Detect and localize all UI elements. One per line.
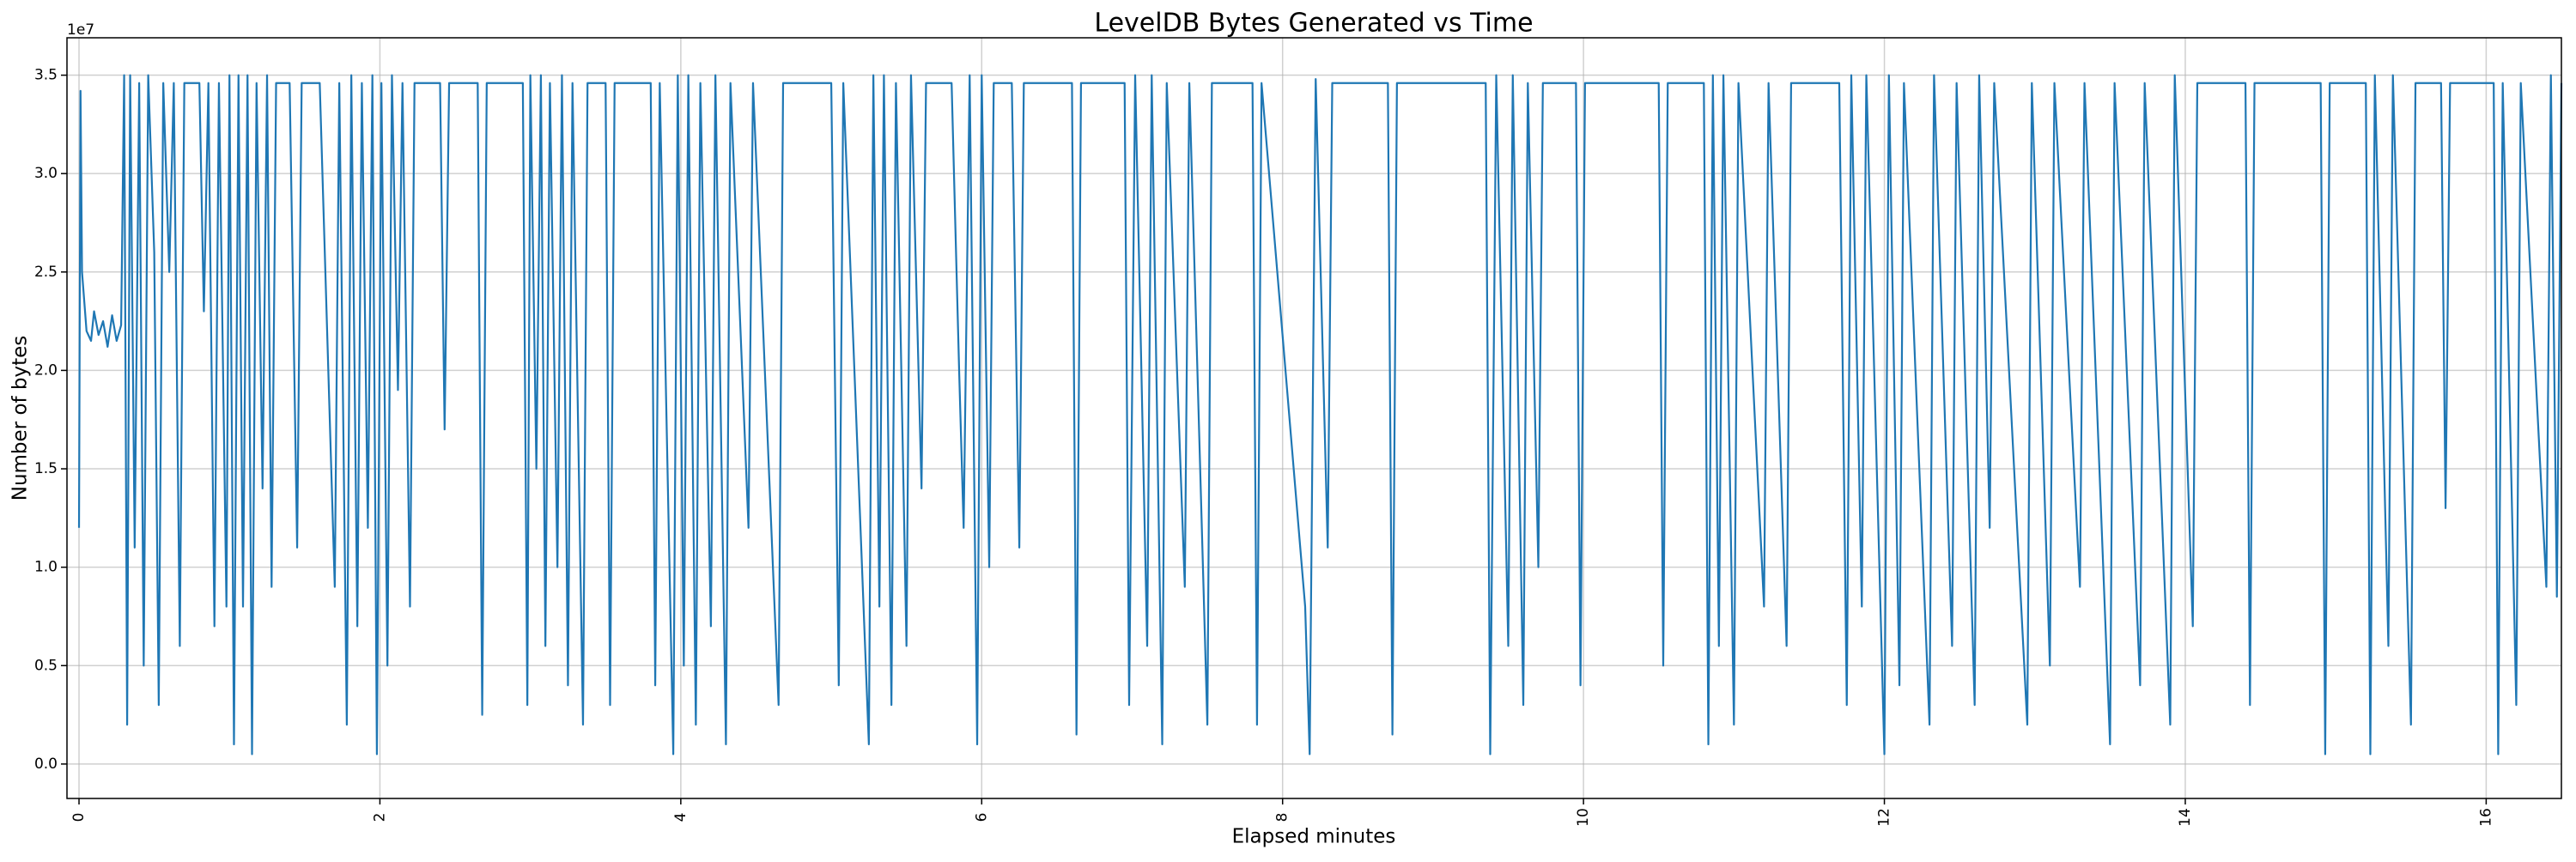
data-line bbox=[77, 74, 2563, 756]
y-offset-label: 1e7 bbox=[67, 21, 94, 39]
y-tick-label: 1.0 bbox=[34, 559, 58, 576]
x-tick-label: 14 bbox=[2177, 808, 2194, 827]
x-tick-label: 10 bbox=[1575, 808, 1592, 827]
x-tick-label: 4 bbox=[672, 813, 690, 823]
y-tick-label: 3.5 bbox=[34, 67, 58, 84]
y-tick-label: 0.5 bbox=[34, 657, 58, 674]
plot-frame bbox=[66, 37, 2562, 799]
x-tick-label: 0 bbox=[70, 813, 88, 823]
y-tick-label: 0.0 bbox=[34, 756, 58, 773]
x-tick-label: 8 bbox=[1274, 813, 1291, 823]
y-tick-label: 3.0 bbox=[34, 165, 58, 182]
y-tick-label: 1.5 bbox=[34, 460, 58, 477]
x-tick-label: 12 bbox=[1876, 808, 1893, 827]
x-tick-label: 16 bbox=[2477, 808, 2494, 827]
y-axis-label: Number of bytes bbox=[9, 336, 32, 501]
y-tick-label: 2.0 bbox=[34, 361, 58, 379]
y-tick-label: 2.5 bbox=[34, 264, 58, 281]
x-tick-label: 2 bbox=[371, 813, 388, 823]
x-tick-label: 6 bbox=[973, 813, 990, 823]
x-axis-label: Elapsed minutes bbox=[1232, 826, 1396, 848]
chart-title: LevelDB Bytes Generated vs Time bbox=[1094, 9, 1533, 39]
